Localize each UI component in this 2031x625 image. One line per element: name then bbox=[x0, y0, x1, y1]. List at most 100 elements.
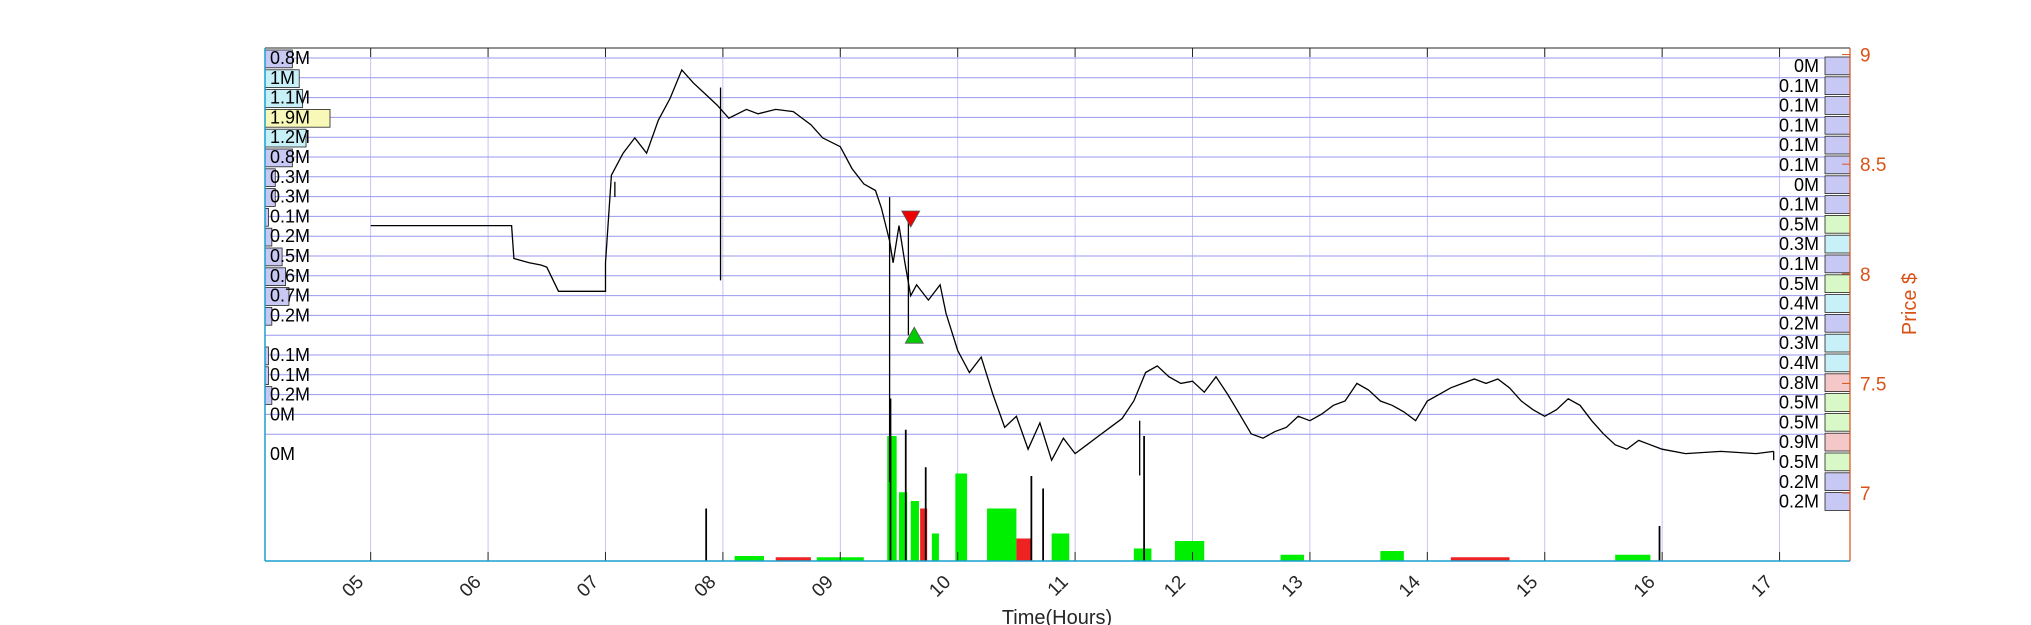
profile-right-bar bbox=[1824, 234, 1851, 254]
profile-right-bar bbox=[1824, 96, 1851, 115]
profile-left-label: 0.7M bbox=[270, 286, 310, 306]
profile-left-label: 0.2M bbox=[270, 305, 310, 325]
profile-left-label: 0.1M bbox=[270, 206, 310, 226]
profile-right-label: 0.5M bbox=[1779, 214, 1819, 234]
profile-left-label: 0M bbox=[270, 404, 295, 424]
profile-right-bar bbox=[1824, 373, 1851, 392]
profile-right-bar bbox=[1824, 393, 1851, 412]
volume-bar bbox=[1016, 538, 1031, 561]
grid bbox=[265, 48, 1850, 561]
price-series bbox=[370, 68, 1775, 483]
x-tick-label: 07 bbox=[573, 572, 603, 602]
profile-right-bar bbox=[1824, 274, 1851, 293]
buy-marker bbox=[904, 326, 924, 344]
volume-bar bbox=[889, 398, 892, 561]
profile-right-label: 0.3M bbox=[1779, 234, 1819, 254]
profile-right-label: 0.5M bbox=[1779, 412, 1819, 432]
volume-bar bbox=[1030, 476, 1033, 561]
profile-right-label: 0.5M bbox=[1779, 452, 1819, 472]
profile-right-bar bbox=[1824, 214, 1851, 234]
volume-bar bbox=[1280, 554, 1305, 561]
volume-bars bbox=[705, 398, 1661, 561]
profile-right-label: 0.1M bbox=[1779, 115, 1819, 135]
profile-right-bar bbox=[1824, 412, 1851, 432]
profile-left-label: 0.5M bbox=[270, 246, 310, 266]
x-tick-label: 13 bbox=[1278, 572, 1308, 602]
y-tick-label: 8 bbox=[1860, 265, 1871, 286]
y-tick-label: 9 bbox=[1860, 46, 1871, 67]
profile-right-bar bbox=[1824, 175, 1851, 195]
volume-bar bbox=[920, 508, 928, 561]
profile-left-label: 1.9M bbox=[270, 107, 310, 127]
profile-right-bar bbox=[1824, 432, 1851, 452]
volume-bar bbox=[1042, 488, 1044, 561]
profile-right-label: 0.2M bbox=[1779, 472, 1819, 492]
x-tick-label: 14 bbox=[1395, 571, 1425, 601]
profile-left-label: 0.3M bbox=[270, 187, 310, 207]
volume-bar bbox=[931, 533, 939, 561]
profile-right-label: 0.3M bbox=[1779, 333, 1819, 353]
profile-right-bar bbox=[1824, 116, 1851, 135]
volume-profile-right: 0M0.1M0.1M0.1M0.1M0.1M0M0.1M0.5M0.3M0.1M… bbox=[1779, 56, 1851, 512]
profile-right-bar bbox=[1824, 135, 1851, 155]
volume-bar bbox=[1658, 526, 1661, 561]
x-tick-label: 06 bbox=[456, 572, 486, 602]
volume-bar bbox=[775, 557, 811, 561]
volume-bar bbox=[910, 501, 919, 561]
profile-left-label: 0.2M bbox=[270, 385, 310, 405]
profile-right-label: 0.1M bbox=[1779, 96, 1819, 116]
profile-right-bar bbox=[1824, 254, 1851, 274]
profile-right-bar bbox=[1824, 492, 1851, 511]
profile-right-bar bbox=[1824, 333, 1851, 353]
volume-bar bbox=[1143, 436, 1145, 561]
y-tick-label: 8.5 bbox=[1860, 155, 1886, 176]
volume-bar bbox=[987, 508, 1017, 561]
profile-right-label: 0.4M bbox=[1779, 353, 1819, 373]
plot-background bbox=[265, 48, 1850, 561]
profile-left-label: 0M bbox=[270, 444, 295, 464]
profile-left-label: 1.1M bbox=[270, 88, 310, 108]
profile-left-label: 0.1M bbox=[270, 345, 310, 365]
trade-markers bbox=[901, 210, 924, 344]
profile-right-label: 0.4M bbox=[1779, 294, 1819, 314]
profile-right-bar bbox=[1824, 76, 1851, 96]
profile-right-bar bbox=[1824, 56, 1851, 76]
x-tick-label: 17 bbox=[1747, 572, 1777, 602]
profile-right-label: 0.2M bbox=[1779, 313, 1819, 333]
profile-right-label: 0.1M bbox=[1779, 76, 1819, 96]
volume-bar bbox=[1615, 554, 1651, 561]
volume-bar bbox=[1133, 548, 1152, 561]
profile-right-label: 0.2M bbox=[1779, 492, 1819, 512]
volume-bar bbox=[1450, 557, 1510, 561]
profile-right-label: 0.5M bbox=[1779, 393, 1819, 413]
profile-right-bar bbox=[1824, 472, 1851, 491]
volume-bar bbox=[955, 473, 968, 561]
profile-left-label: 0.1M bbox=[270, 365, 310, 385]
x-tick-label: 05 bbox=[338, 572, 368, 602]
volume-bar bbox=[734, 556, 764, 561]
volume-bar bbox=[899, 492, 908, 561]
x-tick-label: 11 bbox=[1044, 572, 1073, 601]
volume-profile-left: 0.8M1M1.1M1.9M1.2M0.8M0.3M0.3M0.1M0.2M0.… bbox=[264, 48, 331, 464]
price-line bbox=[370, 68, 1774, 462]
profile-right-bar bbox=[1824, 353, 1851, 373]
x-axis-label: Time(Hours) bbox=[1002, 607, 1112, 625]
profile-left-label: 0.8M bbox=[270, 48, 310, 68]
sell-marker bbox=[901, 210, 921, 228]
profile-left-label: 1M bbox=[270, 68, 295, 88]
profile-right-label: 0M bbox=[1794, 175, 1819, 195]
x-tick-label: 16 bbox=[1630, 572, 1660, 602]
profile-right-label: 0.5M bbox=[1779, 274, 1819, 294]
volume-bar bbox=[887, 436, 897, 561]
volume-bar bbox=[924, 467, 927, 561]
profile-right-label: 0.9M bbox=[1779, 432, 1819, 452]
x-tick-label: 08 bbox=[691, 572, 721, 602]
profile-right-label: 0.1M bbox=[1779, 195, 1819, 215]
right-y-axis-label: Price $ bbox=[1899, 273, 1921, 335]
profile-right-bar bbox=[1824, 452, 1851, 472]
profile-right-bar bbox=[1824, 195, 1851, 214]
x-tick-label: 12 bbox=[1160, 572, 1190, 602]
profile-right-label: 0.1M bbox=[1779, 135, 1819, 155]
volume-bar bbox=[705, 508, 708, 561]
